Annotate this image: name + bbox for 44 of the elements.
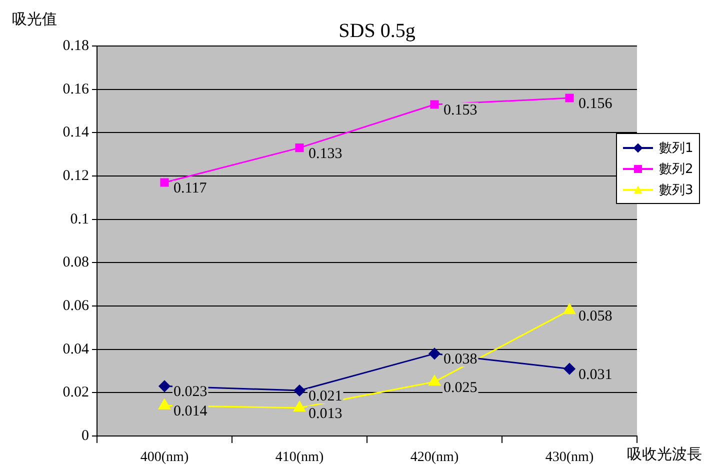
point	[158, 380, 170, 392]
legend-label: 數列2	[659, 160, 694, 178]
y-tick-label: 0.12	[62, 168, 89, 184]
data-label: 0.013	[308, 406, 342, 422]
point	[160, 178, 169, 187]
y-tick-label: 0.04	[62, 341, 90, 358]
data-label: 0.014	[174, 404, 208, 420]
point	[294, 401, 306, 412]
legend-label: 數列1	[659, 140, 694, 156]
x-tick-label: 420(nm)	[410, 450, 459, 466]
x-tick-label: 410(nm)	[275, 450, 324, 466]
x-axis-title: 吸收光波長	[627, 445, 702, 464]
point	[564, 363, 576, 375]
data-label: 0.058	[578, 308, 612, 324]
data-label: 0.021	[308, 388, 342, 404]
data-label: 0.023	[174, 384, 208, 400]
y-tick-label: 0	[82, 428, 89, 444]
y-tick-label: 0.16	[62, 81, 90, 98]
legend-label: 數列3	[659, 182, 694, 198]
point	[158, 398, 170, 410]
y-tick-label: 0.06	[62, 298, 90, 314]
y-tick-label: 0.18	[62, 38, 89, 54]
data-label: 0.153	[444, 102, 478, 118]
data-label: 0.031	[578, 366, 612, 383]
x-tick-label: 430(nm)	[545, 450, 594, 466]
y-tick-label: 0.1	[70, 211, 89, 228]
chart-title: SDS 0.5g	[338, 20, 416, 42]
x-tick-label: 400(nm)	[140, 450, 189, 466]
point	[430, 100, 439, 109]
data-label: 0.133	[308, 146, 342, 162]
point	[295, 144, 304, 152]
data-label: 0.117	[174, 180, 208, 196]
data-label: 0.156	[578, 96, 613, 112]
point	[428, 375, 440, 386]
data-label: 0.038	[444, 352, 478, 368]
point	[294, 384, 306, 396]
data-label: 0.025	[444, 380, 478, 396]
point	[565, 94, 574, 102]
y-axis-title: 吸光值	[12, 10, 57, 29]
point	[564, 304, 576, 314]
y-tick-label: 0.14	[62, 124, 90, 141]
y-tick-label: 0.08	[62, 254, 89, 271]
point	[428, 348, 440, 360]
y-tick-label: 0.02	[62, 384, 89, 401]
